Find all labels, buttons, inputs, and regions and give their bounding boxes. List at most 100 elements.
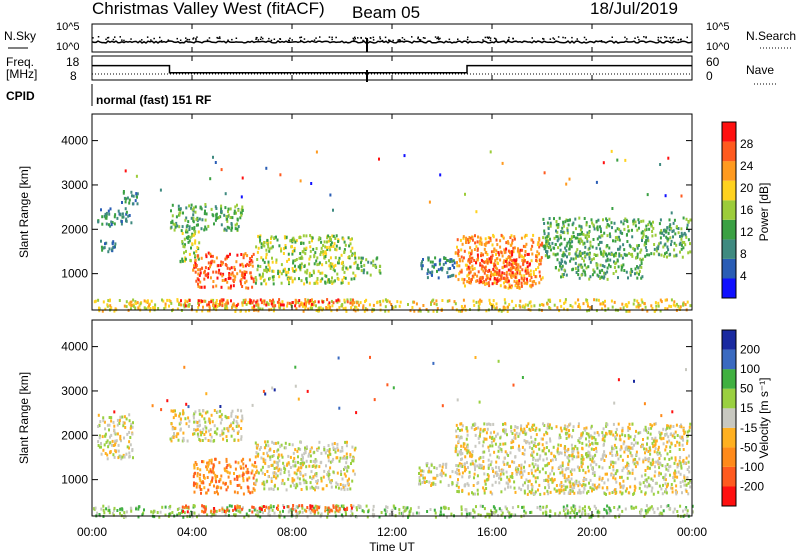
scatter-cell: [459, 464, 462, 468]
scatter-cell: [626, 466, 629, 470]
scatter-cell: [245, 470, 248, 474]
scatter-cell: [560, 451, 563, 455]
scatter-cell: [261, 505, 264, 509]
scatter-cell: [277, 269, 280, 273]
scatter-cell: [499, 472, 502, 476]
scatter-cell: [577, 422, 580, 426]
scatter-cell: [291, 252, 294, 256]
scatter-cell: [652, 492, 655, 496]
scatter-cell: [566, 228, 569, 232]
scatter-cell: [217, 264, 220, 268]
scatter-cell: [602, 218, 604, 222]
scatter-cell: [536, 476, 539, 480]
scatter-cell: [97, 425, 100, 428]
scatter-cell: [669, 433, 672, 436]
scatter-cell: [538, 447, 541, 451]
scatter-cell: [484, 237, 487, 241]
scatter-cell: [292, 236, 295, 240]
nsearch-dot: [353, 39, 355, 41]
scatter-cell: [479, 465, 482, 469]
scatter-cell: [530, 276, 533, 279]
scatter-cell: [457, 309, 460, 313]
scatter-cell: [225, 215, 228, 218]
scatter-cell: [544, 479, 547, 482]
scatter-cell: [657, 448, 660, 452]
scatter-cell: [645, 249, 648, 252]
scatter-cell: [122, 421, 125, 425]
scatter-cell: [477, 235, 479, 239]
scatter-cell: [588, 435, 591, 439]
scatter-cell: [105, 507, 108, 511]
scatter-cell: [230, 422, 233, 426]
scatter-cell: [686, 439, 689, 443]
scatter-cell: [504, 422, 507, 426]
scatter-cell: [302, 309, 305, 313]
scatter-cell: [262, 460, 265, 464]
scatter-cell: [684, 303, 687, 307]
scatter-cell: [552, 445, 555, 449]
scatter-cell: [194, 205, 197, 209]
scatter-cell: [299, 252, 302, 255]
scatter-cell: [632, 220, 635, 223]
scatter-cell: [240, 208, 243, 212]
scatter-cell: [312, 247, 315, 251]
scatter-cell: [495, 434, 497, 438]
scatter-cell: [299, 236, 302, 239]
scatter-cell: [491, 254, 494, 258]
scatter-cell: [606, 219, 609, 223]
scatter-cell: [354, 274, 357, 278]
scatter-cell: [638, 481, 641, 485]
scatter-cell: [203, 433, 206, 436]
scatter-cell: [683, 431, 686, 435]
scatter-cell: [544, 236, 547, 240]
scatter-cell: [210, 254, 212, 258]
scatter-cell: [278, 303, 281, 307]
scatter-cell: [606, 223, 609, 227]
scatter-cell: [224, 468, 227, 472]
scatter-cell: [351, 301, 354, 305]
nsearch-dot: [637, 36, 639, 38]
scatter-cell: [194, 461, 197, 464]
scatter-cell: [529, 279, 532, 282]
scatter-cell: [291, 301, 294, 305]
scatter-cell: [194, 428, 197, 432]
scatter-cell: [565, 218, 568, 222]
scatter-cell: [572, 231, 575, 235]
scatter-cell: [98, 434, 101, 438]
scatter-cell: [273, 275, 275, 279]
scatter-cell: [134, 199, 137, 203]
scatter-cell: [457, 278, 460, 282]
scatter-cell: [518, 251, 521, 255]
scatter-cell: [440, 471, 443, 475]
scatter-cell: [641, 230, 644, 234]
scatter-cell: [616, 227, 619, 231]
scatter-cell: [565, 273, 568, 277]
scatter-cell: [662, 427, 665, 431]
nave-bottom: 0: [706, 69, 713, 83]
scatter-cell: [201, 218, 204, 222]
scatter-cell: [147, 305, 150, 309]
scatter-cell: [184, 302, 186, 306]
scatter-cell: [617, 265, 620, 269]
scatter-cell: [459, 451, 462, 455]
scatter-cell: [571, 223, 574, 227]
scatter-cell: [301, 250, 304, 254]
scatter-cell: [605, 259, 608, 263]
scatter-cell: [658, 461, 661, 465]
scatter-cell: [245, 302, 248, 306]
scatter-cell: [111, 247, 114, 251]
scatter-cell: [638, 270, 641, 273]
scatter-cell: [308, 452, 311, 456]
scatter-cell: [526, 269, 529, 273]
scatter-cell: [682, 461, 685, 465]
scatter-cell: [372, 303, 375, 307]
nsearch-dot: [531, 37, 533, 39]
scatter-cell: [125, 452, 128, 456]
scatter-cell: [344, 440, 347, 444]
scatter-cell: [259, 298, 262, 302]
scatter-cell: [572, 221, 575, 225]
nsearch-dot: [362, 39, 364, 42]
scatter-cell: [575, 479, 578, 483]
scatter-cell: [309, 454, 312, 458]
scatter-cell: [457, 478, 459, 482]
